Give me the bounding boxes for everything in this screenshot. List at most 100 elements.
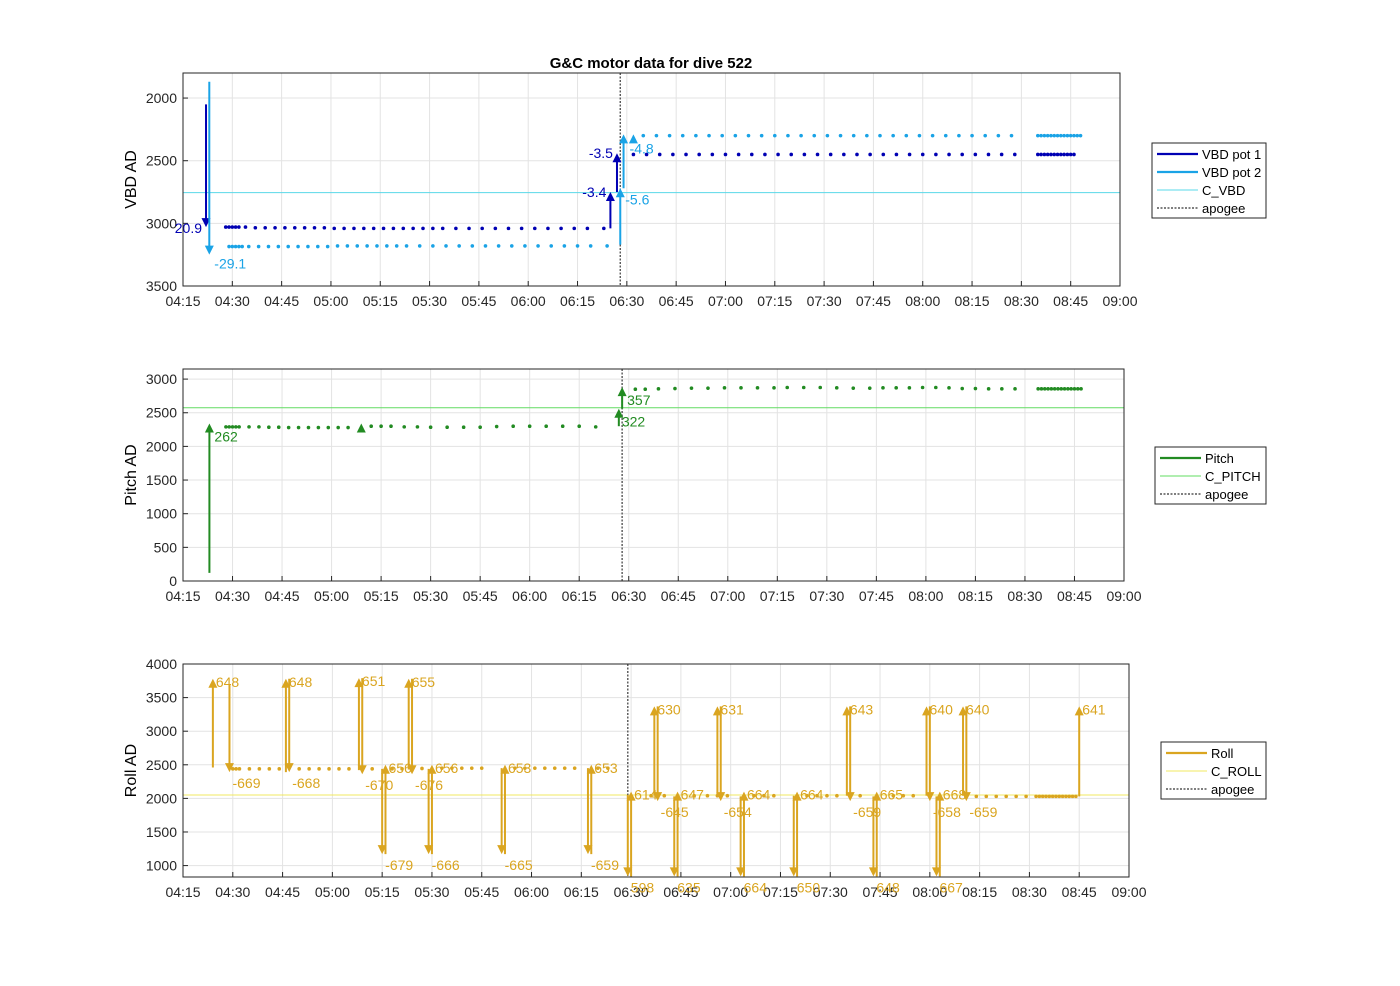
- move-arrow-head: [868, 867, 878, 877]
- data-point: [1036, 387, 1040, 391]
- data-point: [322, 225, 327, 230]
- move-arrow-head: [649, 706, 659, 716]
- data-point: [739, 386, 743, 390]
- move-label: 653: [594, 760, 618, 776]
- legend-label: C_VBD: [1202, 183, 1245, 198]
- data-point: [606, 766, 610, 770]
- data-point: [355, 244, 360, 248]
- data-point: [1052, 152, 1057, 157]
- data-point: [707, 133, 711, 138]
- data-point: [478, 425, 482, 430]
- data-point: [1044, 794, 1048, 799]
- data-point: [381, 226, 386, 231]
- data-point: [983, 133, 988, 138]
- data-point: [440, 226, 445, 231]
- move-label: 656: [388, 760, 412, 776]
- data-point: [511, 424, 515, 429]
- data-point: [1036, 152, 1040, 157]
- x-tick-label: 04:45: [265, 588, 300, 604]
- data-point: [461, 425, 466, 430]
- data-point: [785, 385, 790, 390]
- data-point: [725, 793, 730, 798]
- data-point: [256, 244, 261, 249]
- move-arrow-head: [614, 408, 624, 418]
- y-tick-label: 1500: [146, 824, 177, 840]
- data-point: [1060, 794, 1065, 799]
- data-point: [1013, 387, 1017, 391]
- x-tick-label: 06:15: [562, 588, 597, 604]
- data-point: [799, 133, 803, 138]
- data-point: [1074, 794, 1078, 799]
- data-point: [1039, 133, 1043, 138]
- data-point: [1009, 133, 1014, 138]
- plot-area: [183, 73, 1120, 286]
- move-label: -4.8: [630, 140, 654, 156]
- data-point: [657, 152, 662, 157]
- data-point: [867, 386, 872, 390]
- data-point: [1068, 133, 1073, 138]
- x-tick-label: 05:15: [364, 588, 399, 604]
- data-point: [1049, 133, 1053, 138]
- move-arrow-head: [842, 706, 852, 716]
- data-point: [519, 226, 524, 231]
- move-arrow-head: [380, 764, 390, 774]
- move-arrow-head: [407, 765, 417, 775]
- data-point: [247, 767, 252, 771]
- data-point: [1078, 133, 1083, 138]
- data-point: [706, 386, 710, 390]
- move-label: -668: [292, 775, 320, 791]
- panel-2: 04:15 04:30 04:45 05:00 05:15 05:30 05:45 06:00…: [123, 368, 1142, 604]
- move-arrow-head: [789, 867, 799, 877]
- y-tick-label: 3000: [146, 371, 177, 387]
- data-point: [431, 226, 435, 231]
- data-point: [855, 152, 859, 157]
- series-vbd-pot-1: 20.9 -3.4 -3.5: [175, 104, 1076, 236]
- x-tick-label: 08:45: [1057, 588, 1092, 604]
- data-point: [974, 794, 979, 799]
- y-tick-label: 1500: [146, 472, 177, 488]
- data-point: [957, 133, 961, 138]
- x-tick-label: 07:15: [760, 588, 795, 604]
- x-tick-label: 07:30: [809, 588, 844, 604]
- move-arrow-head: [357, 765, 367, 775]
- data-point: [277, 767, 282, 771]
- legend-label: VBD pot 2: [1202, 165, 1261, 180]
- data-point: [1056, 387, 1060, 391]
- data-point: [266, 244, 271, 249]
- data-point: [973, 152, 978, 157]
- move-arrow-head: [497, 845, 507, 855]
- move-label: 648: [876, 879, 900, 895]
- data-point: [223, 225, 228, 229]
- data-point: [891, 133, 895, 138]
- data-point: [506, 226, 511, 231]
- data-point: [371, 226, 376, 231]
- x-tick-label: 07:00: [713, 884, 748, 900]
- data-point: [234, 425, 238, 429]
- data-point: [920, 152, 925, 157]
- data-point: [369, 424, 374, 429]
- x-tick-label: 07:15: [763, 884, 798, 900]
- move-arrow-head: [922, 706, 932, 716]
- x-tick-label: 05:45: [461, 293, 496, 309]
- data-point: [828, 152, 833, 157]
- data-point: [1036, 133, 1040, 138]
- y-tick-label: 4000: [146, 656, 177, 672]
- y-axis-label: Roll AD: [123, 744, 140, 797]
- data-point: [257, 425, 261, 429]
- data-point: [1045, 133, 1050, 138]
- data-point: [527, 424, 532, 429]
- x-tick-label: 07:45: [859, 588, 894, 604]
- plot-area: [183, 369, 1124, 581]
- data-point: [332, 226, 337, 231]
- x-tick-label: 08:15: [958, 588, 993, 604]
- data-point: [417, 244, 422, 248]
- data-point: [342, 226, 346, 231]
- data-point: [930, 133, 935, 138]
- move-label: 20.9: [175, 220, 202, 236]
- data-point: [986, 387, 991, 391]
- y-tick-label: 2000: [146, 438, 177, 454]
- data-point: [904, 133, 909, 138]
- data-point: [230, 767, 235, 771]
- data-point: [1042, 152, 1047, 157]
